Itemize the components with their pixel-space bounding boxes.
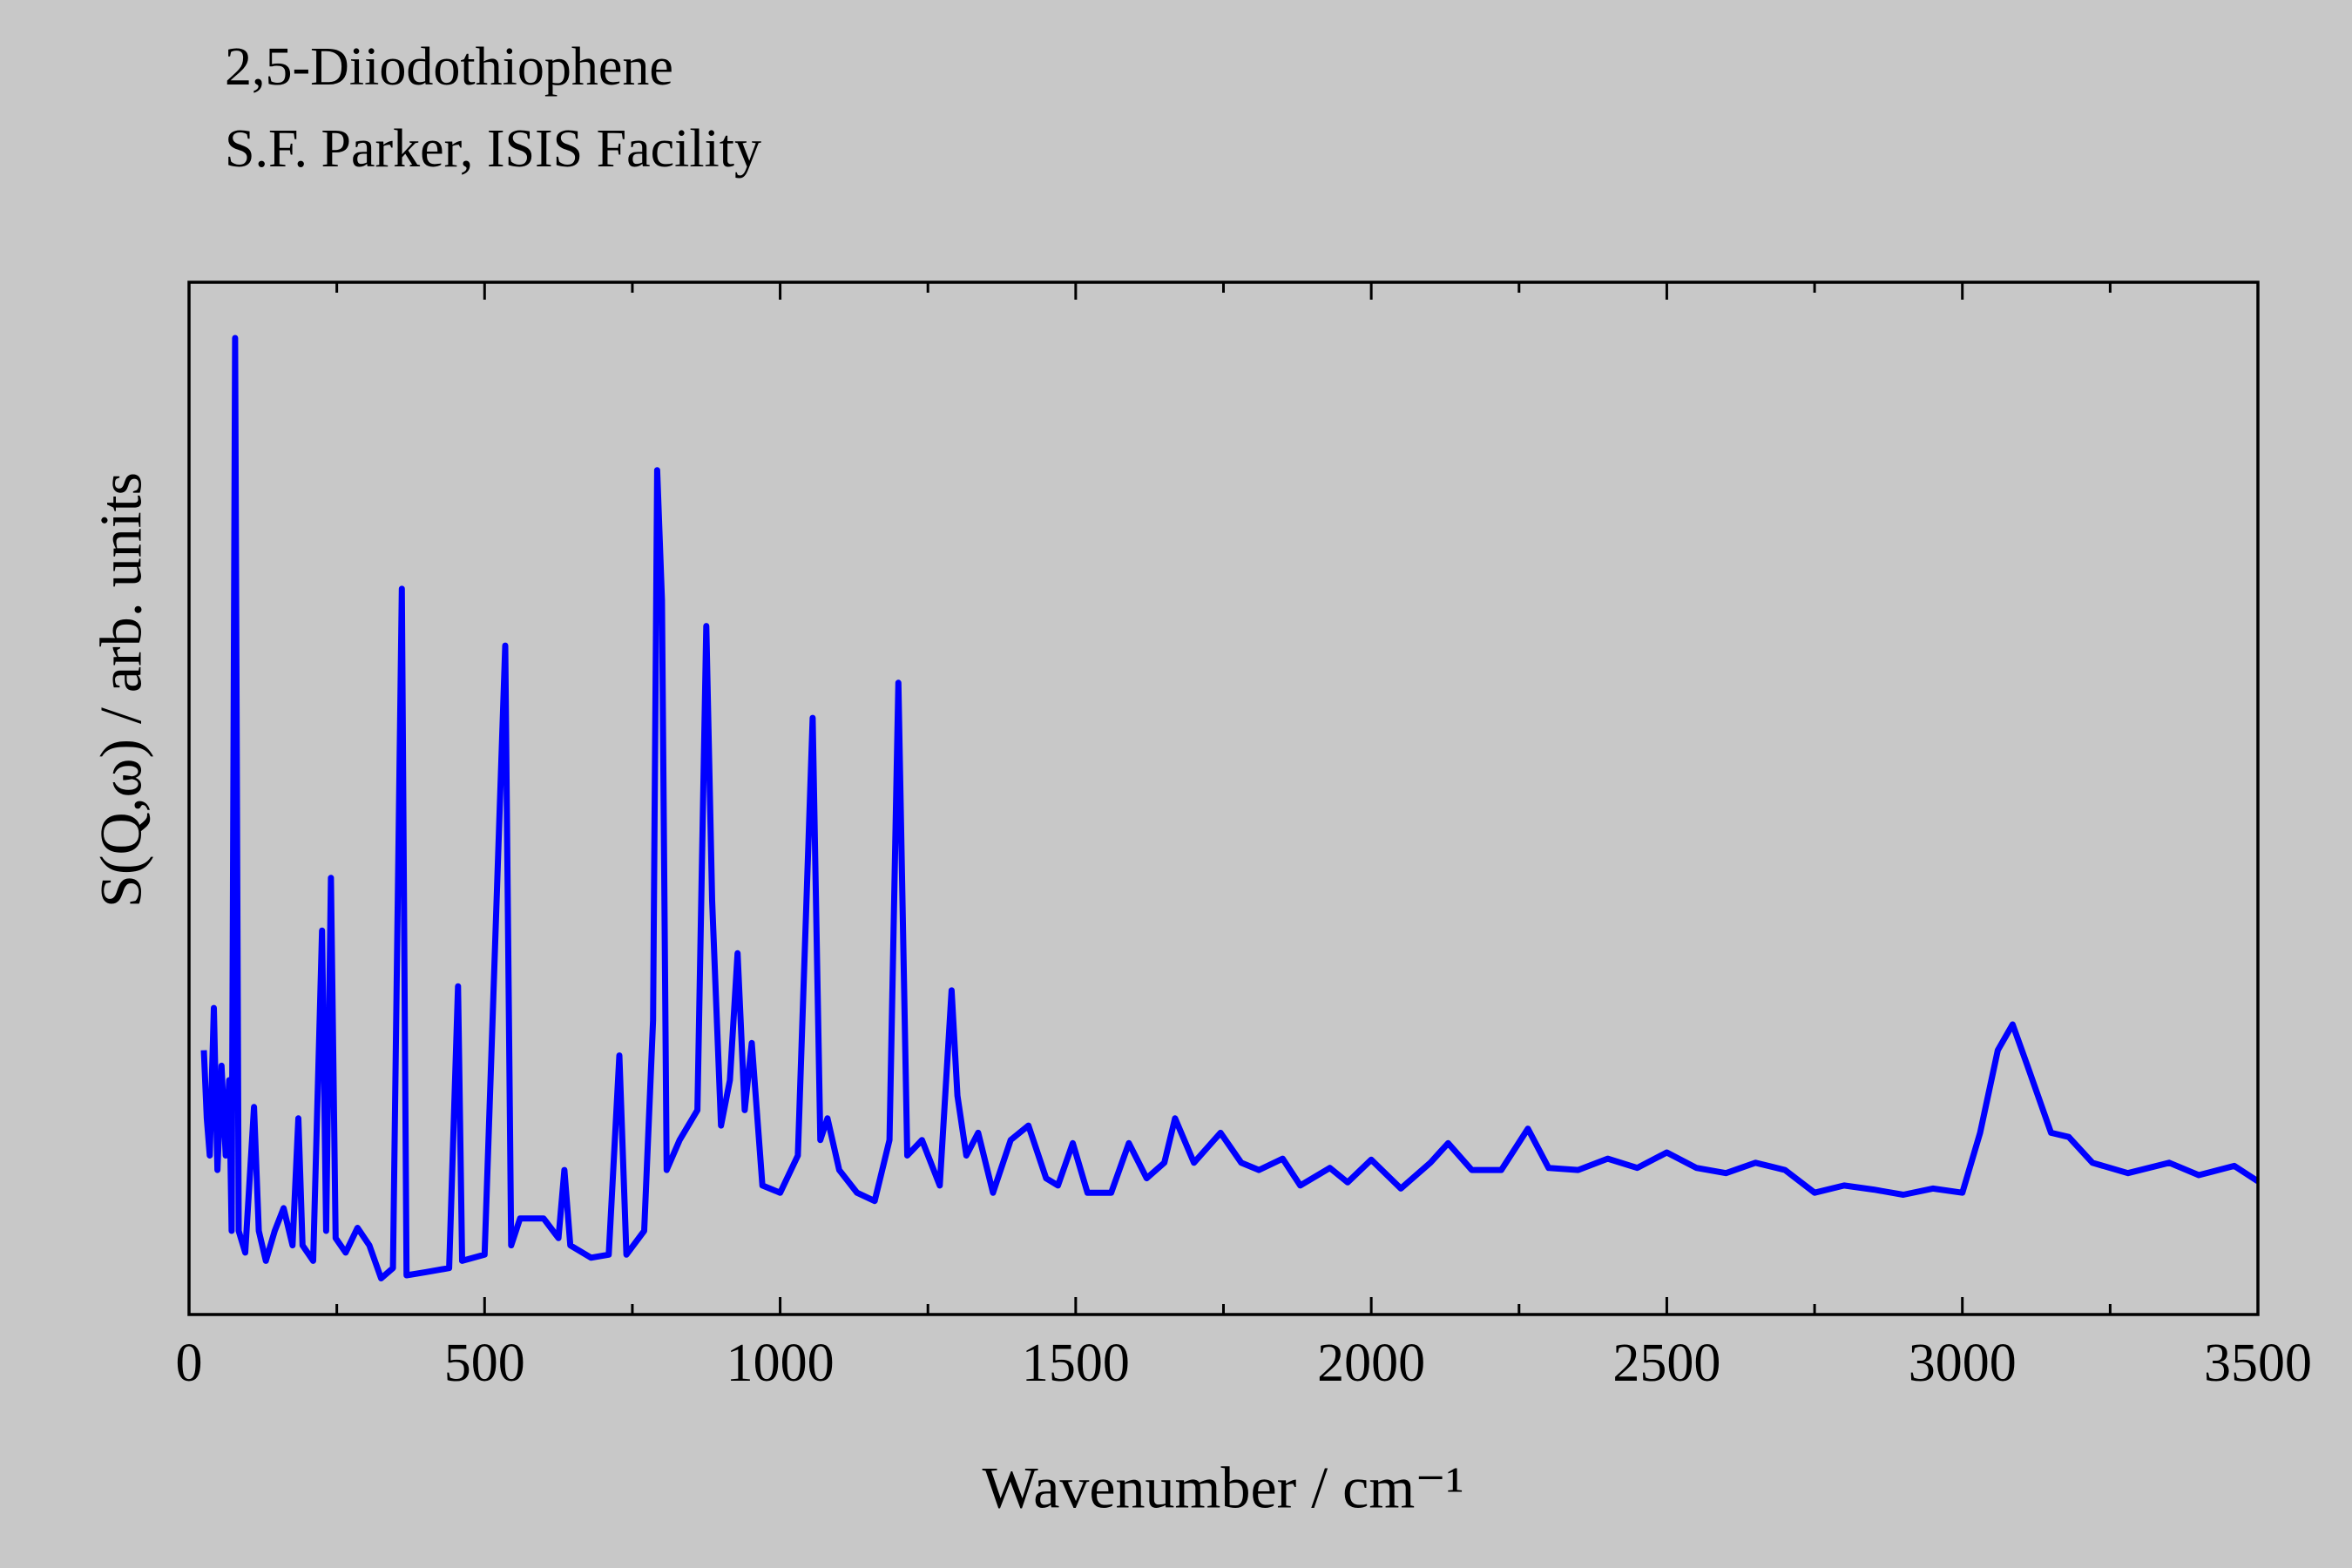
x-tick-label: 2500 [1612,1334,1720,1393]
chart-title: 2,5-Diiodothiophene [225,37,673,97]
y-axis-label: S(Q,ω) / arb. units [88,472,154,908]
x-tick-label: 2000 [1317,1334,1425,1393]
x-tick-label: 1500 [1022,1334,1130,1393]
chart-subtitle: S.F. Parker, ISIS Facility [225,119,761,179]
spectrum-line [200,335,2260,1281]
x-tick-label: 3500 [2204,1334,2312,1393]
x-tick-label: 500 [444,1334,525,1393]
x-tick-label: 1000 [727,1334,835,1393]
x-tick-label: 3000 [1909,1334,2017,1393]
x-tick-label: 0 [176,1334,203,1393]
x-axis-label: Wavenumber / cm⁻¹ [982,1455,1463,1521]
